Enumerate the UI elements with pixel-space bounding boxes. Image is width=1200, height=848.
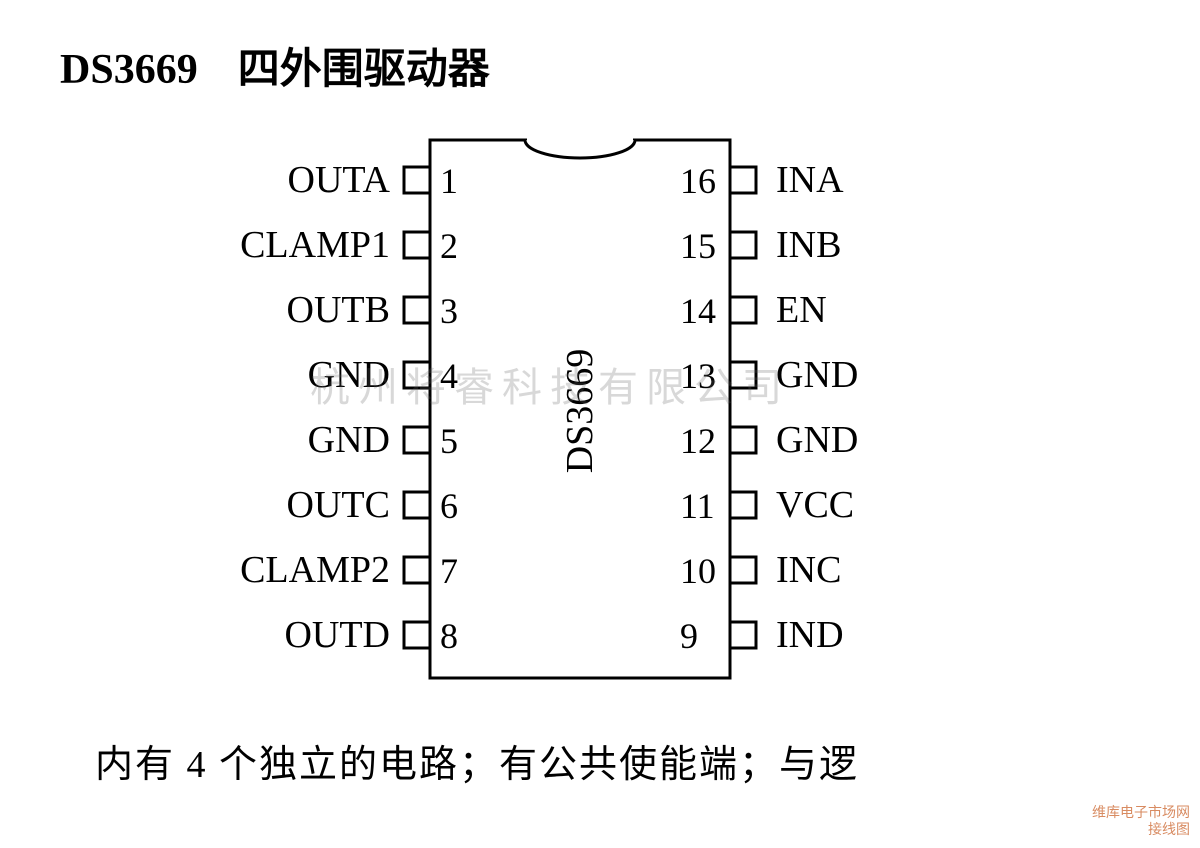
pin-num-6: 6 bbox=[440, 485, 458, 527]
pin-num-8: 8 bbox=[440, 615, 458, 657]
pin-num-14: 14 bbox=[680, 290, 716, 332]
pin-label-gnd-12: GND bbox=[776, 418, 1026, 462]
pin-label-gnd-5: GND bbox=[140, 418, 390, 462]
corner-watermark: 维库电子市场网 接线图 bbox=[1092, 806, 1190, 840]
pin-num-12: 12 bbox=[680, 420, 716, 462]
pin-label-outc-6: OUTC bbox=[140, 483, 390, 527]
pin-num-13: 13 bbox=[680, 355, 716, 397]
pin-num-4: 4 bbox=[440, 355, 458, 397]
pin-label-clamp2-7: CLAMP2 bbox=[140, 548, 390, 592]
title-row: DS3669 四外围驱动器 bbox=[60, 35, 490, 96]
pin-label-ind-9: IND bbox=[776, 613, 1026, 657]
pin-num-5: 5 bbox=[440, 420, 458, 462]
pin-label-inc-10: INC bbox=[776, 548, 1026, 592]
pin-label-gnd-13: GND bbox=[776, 353, 1026, 397]
pin-label-clamp1-2: CLAMP1 bbox=[140, 223, 390, 267]
pin-num-16: 16 bbox=[680, 160, 716, 202]
pin-label-gnd-4: GND bbox=[140, 353, 390, 397]
pin-num-9: 9 bbox=[680, 615, 698, 657]
corner-line1: 维库电子市场网 bbox=[1092, 806, 1190, 823]
pin-label-en-14: EN bbox=[776, 288, 1026, 332]
pin-label-outa-1: OUTA bbox=[140, 158, 390, 202]
pin-num-2: 2 bbox=[440, 225, 458, 267]
pin-label-inb-15: INB bbox=[776, 223, 1026, 267]
pin-label-ina-16: INA bbox=[776, 158, 1026, 202]
pin-label-outb-3: OUTB bbox=[140, 288, 390, 332]
chip-diagram: 1 OUTA 2 CLAMP1 3 OUTB 4 GND 5 GND 6 OUTC 7 CLAMP2 8 OU… bbox=[0, 125, 1200, 695]
pin-num-1: 1 bbox=[440, 160, 458, 202]
pin-label-vcc-11: VCC bbox=[776, 483, 1026, 527]
part-number: DS3669 bbox=[60, 46, 198, 94]
footer-description: 内有 4 个独立的电路；有公共使能端；与逻 bbox=[95, 733, 859, 788]
pin-label-outd-8: OUTD bbox=[140, 613, 390, 657]
corner-line2: 接线图 bbox=[1092, 823, 1190, 840]
pin-num-3: 3 bbox=[440, 290, 458, 332]
pin-num-10: 10 bbox=[680, 550, 716, 592]
pin-num-11: 11 bbox=[680, 485, 715, 527]
title-name: 四外围驱动器 bbox=[238, 35, 490, 96]
pin-num-15: 15 bbox=[680, 225, 716, 267]
chip-inner-label: DS3669 bbox=[558, 341, 602, 481]
pin-num-7: 7 bbox=[440, 550, 458, 592]
